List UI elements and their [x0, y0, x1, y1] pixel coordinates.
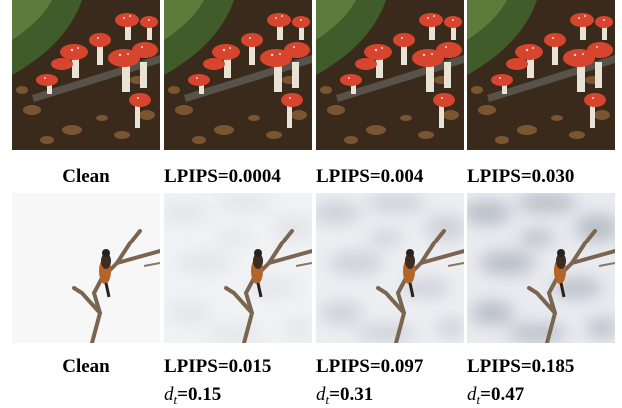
image: [467, 0, 615, 150]
value: =0.47: [480, 384, 525, 405]
caption-distance: dt=0.47: [467, 384, 525, 407]
image-row-2: [12, 193, 619, 343]
caption-distance: dt=0.31: [316, 384, 373, 407]
value: =0.31: [329, 384, 373, 405]
image: [164, 0, 312, 150]
caption-distance: dt=0.15: [164, 384, 221, 407]
caption: LPIPS=0.097: [316, 356, 424, 377]
image-clean: [12, 193, 160, 343]
caption: LPIPS=0.004: [316, 166, 424, 187]
variable: d: [164, 384, 174, 405]
variable: d: [467, 384, 477, 405]
image-row-1: [12, 0, 615, 150]
caption: Clean: [62, 166, 110, 187]
image-clean: [12, 0, 160, 150]
variable: d: [316, 384, 326, 405]
caption: LPIPS=0.030: [467, 166, 574, 187]
image: [316, 0, 464, 150]
caption: LPIPS=0.015: [164, 356, 271, 377]
caption: LPIPS=0.185: [467, 356, 574, 377]
caption: LPIPS=0.0004: [164, 166, 281, 187]
caption: Clean: [62, 356, 110, 377]
value: =0.15: [177, 384, 221, 405]
figure: Clean LPIPS=0.0004 LPIPS=0.004 LPIPS=0.030 C…: [0, 0, 622, 408]
